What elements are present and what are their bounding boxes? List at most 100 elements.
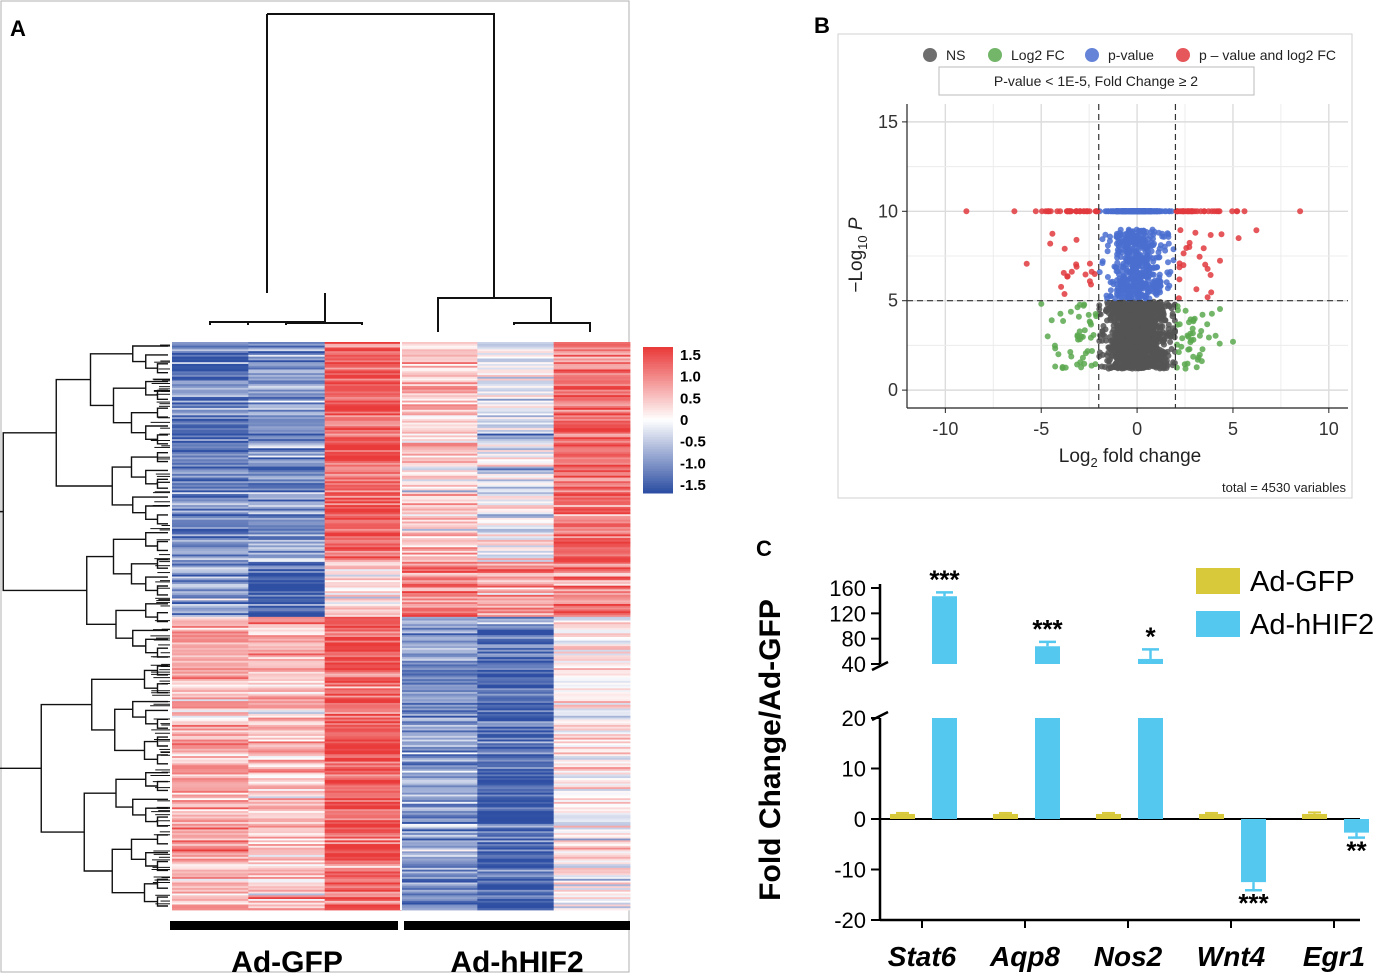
heatmap-cell bbox=[401, 829, 478, 832]
volcano-point-both bbox=[1200, 245, 1207, 252]
heatmap-cell bbox=[172, 803, 249, 806]
heatmap-cell bbox=[553, 554, 631, 557]
heatmap-cell bbox=[553, 464, 631, 467]
heatmap-cell bbox=[248, 834, 326, 838]
volcano-point-both bbox=[1047, 240, 1054, 247]
heatmap-cell bbox=[248, 829, 326, 832]
bar-y-tick-label: 40 bbox=[842, 652, 866, 677]
colorbar-tick-label: 1.0 bbox=[680, 369, 701, 386]
heatmap-cell bbox=[477, 446, 555, 449]
heatmap-cell bbox=[172, 756, 249, 759]
heatmap-cell bbox=[401, 686, 478, 689]
heatmap-cell bbox=[324, 772, 402, 775]
heatmap-cell bbox=[553, 385, 631, 389]
heatmap-cell bbox=[553, 899, 631, 902]
volcano-point-log2fc bbox=[1088, 362, 1095, 369]
heatmap-cell bbox=[172, 358, 249, 361]
heatmap-cell bbox=[248, 884, 326, 887]
heatmap-cell bbox=[248, 433, 326, 436]
heatmap-cell bbox=[172, 424, 249, 427]
heatmap-cell bbox=[248, 429, 326, 433]
heatmap-cell bbox=[477, 818, 555, 821]
heatmap-cell bbox=[401, 844, 478, 847]
heatmap-cell bbox=[477, 532, 555, 535]
heatmap-cell bbox=[477, 801, 555, 805]
heatmap-cell bbox=[248, 779, 326, 783]
heatmap bbox=[172, 342, 631, 911]
volcano-point-ns bbox=[1171, 329, 1178, 336]
heatmap-cell bbox=[401, 446, 478, 449]
row-dendrogram-branch bbox=[156, 878, 168, 889]
volcano-point-both bbox=[1186, 239, 1193, 246]
heatmap-cell bbox=[324, 691, 402, 695]
colorbar-segment bbox=[643, 373, 673, 377]
heatmap-cell bbox=[172, 541, 249, 544]
volcano-point-pvalue bbox=[1107, 279, 1114, 286]
heatmap-cell bbox=[401, 602, 478, 605]
heatmap-cell bbox=[172, 543, 249, 546]
heatmap-cell bbox=[553, 779, 631, 783]
heatmap-cell bbox=[324, 609, 402, 612]
volcano-point-both bbox=[1192, 229, 1199, 236]
heatmap-cell bbox=[477, 796, 555, 799]
heatmap-cell bbox=[172, 352, 249, 356]
volcano-point-pvalue bbox=[1140, 227, 1147, 234]
heatmap-cell bbox=[553, 492, 631, 495]
heatmap-cell bbox=[477, 730, 555, 733]
volcano-point-pvalue bbox=[1104, 274, 1111, 280]
heatmap-cell bbox=[248, 757, 326, 761]
heatmap-cell bbox=[248, 527, 326, 530]
volcano-point-both bbox=[1082, 271, 1089, 278]
heatmap-cell bbox=[553, 488, 631, 491]
heatmap-cell bbox=[324, 409, 402, 413]
heatmap-cell bbox=[477, 889, 555, 893]
row-dendrogram-branch bbox=[156, 754, 168, 765]
heatmap-cell bbox=[477, 572, 555, 576]
heatmap-cell bbox=[477, 633, 555, 636]
heatmap-cell bbox=[248, 796, 326, 799]
heatmap-cell bbox=[248, 684, 326, 687]
heatmap-cell bbox=[553, 484, 631, 488]
heatmap-cell bbox=[324, 356, 402, 359]
heatmap-cell bbox=[172, 664, 249, 667]
heatmap-cell bbox=[324, 385, 402, 389]
heatmap-cell bbox=[401, 620, 478, 623]
heatmap-cell bbox=[248, 902, 326, 905]
heatmap-cell bbox=[477, 679, 555, 682]
heatmap-cell bbox=[172, 556, 249, 559]
heatmap-cell bbox=[172, 347, 249, 350]
heatmap-cell bbox=[553, 759, 631, 762]
heatmap-cell bbox=[401, 512, 478, 515]
heatmap-cell bbox=[324, 484, 402, 488]
heatmap-cell bbox=[172, 811, 249, 814]
heatmap-cell bbox=[172, 658, 249, 662]
heatmap-cell bbox=[477, 658, 555, 662]
heatmap-cell bbox=[401, 406, 478, 409]
heatmap-cell bbox=[553, 616, 631, 620]
heatmap-cell bbox=[172, 734, 249, 737]
row-dendrogram-branch bbox=[156, 478, 168, 489]
volcano-point-pvalue bbox=[1148, 239, 1155, 246]
heatmap-cell bbox=[401, 561, 478, 565]
heatmap-cell bbox=[248, 847, 326, 850]
heatmap-cell bbox=[401, 701, 478, 704]
heatmap-cell bbox=[401, 547, 478, 550]
heatmap-cell bbox=[324, 620, 402, 623]
heatmap-cell bbox=[401, 345, 478, 348]
volcano-point-pvalue bbox=[1125, 251, 1132, 258]
heatmap-cell bbox=[401, 787, 478, 790]
heatmap-cell bbox=[324, 622, 402, 625]
heatmap-cell bbox=[477, 613, 555, 616]
heatmap-cell bbox=[248, 666, 326, 669]
heatmap-cell bbox=[553, 693, 631, 697]
heatmap-cell bbox=[553, 349, 631, 352]
heatmap-cell bbox=[477, 822, 555, 825]
heatmap-cell bbox=[477, 814, 555, 817]
heatmap-cell bbox=[172, 631, 249, 634]
heatmap-cell bbox=[553, 424, 631, 427]
heatmap-cell bbox=[553, 503, 631, 506]
heatmap-cell bbox=[553, 877, 631, 880]
heatmap-cell bbox=[248, 591, 326, 594]
heatmap-cell bbox=[477, 803, 555, 806]
heatmap-cell bbox=[477, 774, 555, 777]
